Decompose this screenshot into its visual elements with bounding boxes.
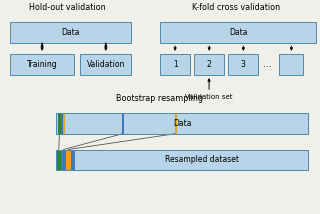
Bar <box>71 150 75 170</box>
FancyBboxPatch shape <box>228 54 259 75</box>
Bar <box>175 113 177 134</box>
Bar <box>56 150 61 170</box>
Bar <box>61 150 66 170</box>
FancyBboxPatch shape <box>160 54 190 75</box>
Text: 1: 1 <box>173 60 178 69</box>
Text: Bootstrap resampling: Bootstrap resampling <box>116 94 204 103</box>
Bar <box>66 150 70 170</box>
Text: ...: ... <box>263 60 271 69</box>
FancyBboxPatch shape <box>56 150 308 170</box>
FancyBboxPatch shape <box>80 54 131 75</box>
Text: Hold-out validation: Hold-out validation <box>29 3 106 12</box>
Text: 2: 2 <box>207 60 212 69</box>
Bar <box>61 113 63 134</box>
Bar <box>122 113 124 134</box>
FancyBboxPatch shape <box>10 54 74 75</box>
Text: 3: 3 <box>241 60 246 69</box>
Text: Validation set: Validation set <box>185 94 233 100</box>
Text: Resampled dataset: Resampled dataset <box>165 155 239 164</box>
FancyBboxPatch shape <box>194 54 224 75</box>
FancyBboxPatch shape <box>56 113 308 134</box>
Bar <box>58 113 61 134</box>
Text: Data: Data <box>61 28 80 37</box>
Text: Validation: Validation <box>87 60 125 69</box>
Bar <box>63 113 65 134</box>
FancyBboxPatch shape <box>279 54 303 75</box>
FancyBboxPatch shape <box>160 22 316 43</box>
Text: K-fold cross validation: K-fold cross validation <box>192 3 281 12</box>
Text: Training: Training <box>27 60 57 69</box>
Text: Data: Data <box>173 119 192 128</box>
Text: Data: Data <box>229 28 247 37</box>
FancyBboxPatch shape <box>10 22 131 43</box>
